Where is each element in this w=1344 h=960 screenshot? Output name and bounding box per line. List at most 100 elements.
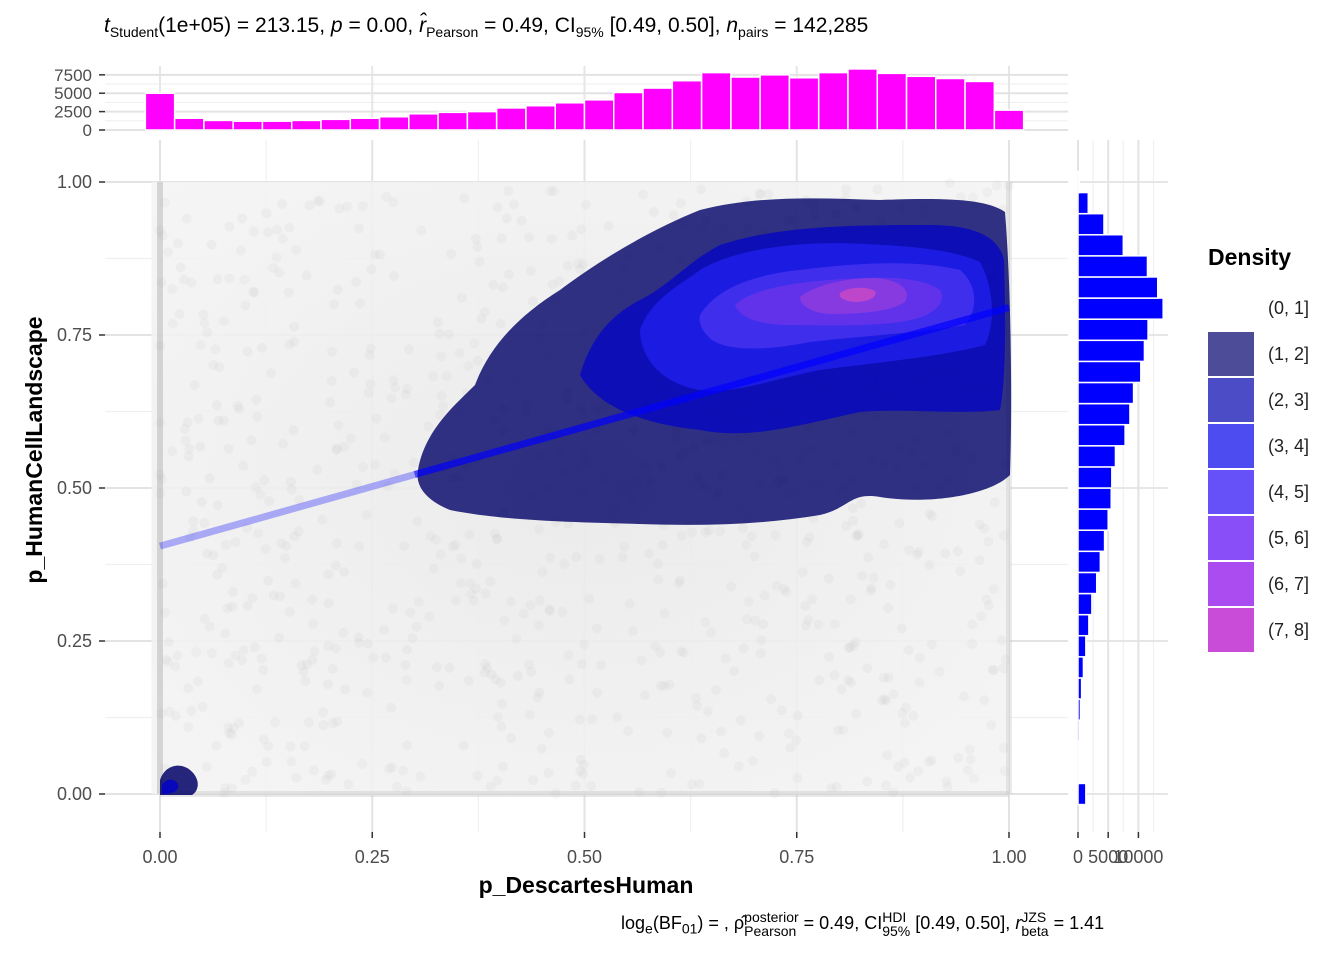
scatter-point	[208, 359, 219, 370]
scatter-point	[981, 594, 992, 605]
scatter-point	[327, 663, 338, 674]
scatter-point	[904, 545, 915, 556]
scatter-point	[314, 196, 325, 207]
scatter-point	[983, 600, 994, 611]
scatter-point	[202, 548, 213, 559]
scatter-point	[326, 769, 337, 780]
scatter-point	[497, 282, 508, 293]
scatter-point	[351, 479, 362, 490]
scatter-point	[172, 238, 183, 249]
x-marginal-bar	[730, 76, 761, 131]
scatter-point	[318, 720, 329, 731]
rho-scripts: posterior Pearson	[744, 910, 798, 938]
scatter-point	[386, 762, 397, 773]
scatter-point	[326, 375, 337, 386]
scatter-point	[559, 558, 570, 569]
x-marginal-bar	[671, 79, 703, 131]
scatter-point	[179, 274, 190, 285]
ci-subscript: 95%	[575, 24, 604, 41]
scatter-point	[470, 233, 481, 244]
scatter-point	[659, 681, 670, 692]
scatter-point	[843, 675, 854, 686]
x-marginal-bar	[612, 91, 644, 131]
scatter-point	[415, 771, 426, 782]
scatter-point	[554, 275, 565, 286]
scatter-point	[224, 727, 235, 738]
regression-line-overlay	[413, 304, 1010, 478]
scatter-point	[261, 208, 272, 219]
y-tick-label: 0.25	[57, 631, 92, 651]
scatter-point	[193, 413, 204, 424]
scatter-point	[480, 588, 491, 599]
x-marginal-bar	[525, 104, 557, 131]
scatter-point	[351, 277, 362, 288]
scatter-point	[332, 284, 343, 295]
scatter-point	[746, 531, 757, 542]
scatter-point	[223, 722, 234, 733]
x-marginal-bar	[437, 111, 469, 131]
y-marginal-bar	[1077, 550, 1102, 574]
scatter-point	[370, 459, 381, 470]
scatter-point	[238, 645, 249, 656]
scatter-point	[586, 780, 597, 791]
scatter-point	[831, 781, 842, 792]
scatter-point	[755, 648, 766, 659]
scatter-point	[370, 249, 381, 260]
scatter-point	[386, 702, 397, 713]
y-tick-label: 0.75	[57, 325, 92, 345]
scatter-point	[384, 763, 395, 774]
scatter-point	[274, 267, 285, 278]
x-marginal-bar	[144, 92, 176, 131]
y-marginal-bar	[1077, 318, 1149, 342]
scatter-point	[276, 538, 287, 549]
scatter-point	[485, 576, 496, 587]
scatter-point	[252, 411, 263, 422]
scatter-point	[401, 674, 412, 685]
scatter-point	[155, 225, 166, 236]
scatter-point	[195, 441, 206, 452]
scatter-point	[877, 695, 888, 706]
scatter-point	[379, 432, 390, 443]
scatter-point	[908, 710, 919, 721]
scatter-point	[896, 623, 907, 634]
scatter-point	[398, 765, 409, 776]
scatter-point	[841, 184, 852, 195]
scatter-point	[401, 786, 412, 797]
legend-item: (6, 7]	[1208, 561, 1338, 607]
scatter-point	[813, 619, 824, 630]
y-marginal-bar	[1077, 656, 1085, 679]
scatter-point	[235, 245, 246, 256]
scatter-point	[586, 714, 597, 725]
scatter-point	[247, 593, 258, 604]
scatter-point	[741, 540, 752, 551]
scatter-point	[678, 647, 689, 658]
scatter-point	[320, 774, 331, 785]
y-marginal-bar	[1077, 297, 1164, 320]
scatter-point	[186, 277, 197, 288]
scatter-point	[174, 308, 185, 319]
scatter-point	[399, 540, 410, 551]
scatter-point	[277, 199, 288, 210]
scatter-point	[183, 451, 194, 462]
scatter-edge-y0	[160, 791, 1009, 797]
scatter-point	[242, 522, 253, 533]
scatter-point	[366, 264, 377, 275]
y-marginal-tick-label: 10000	[1113, 847, 1163, 867]
scatter-point	[759, 590, 770, 601]
scatter-point	[969, 773, 980, 784]
scatter-point	[814, 675, 825, 686]
x-marginal-bar	[583, 99, 615, 131]
rho-symbol: ρ̂	[733, 912, 745, 933]
scatter-point	[224, 273, 235, 284]
hdi-superscript: HDI	[882, 909, 907, 925]
scatter-point	[268, 590, 279, 601]
scatter-point	[763, 188, 774, 199]
scatter-point	[416, 225, 427, 236]
scatter-point	[309, 646, 320, 657]
scatter-point	[411, 621, 422, 632]
scatter-point	[413, 596, 424, 607]
scatter-point	[464, 529, 475, 540]
scatter-point	[290, 578, 301, 589]
scatter-point	[856, 498, 867, 509]
scatter-point	[230, 536, 241, 547]
